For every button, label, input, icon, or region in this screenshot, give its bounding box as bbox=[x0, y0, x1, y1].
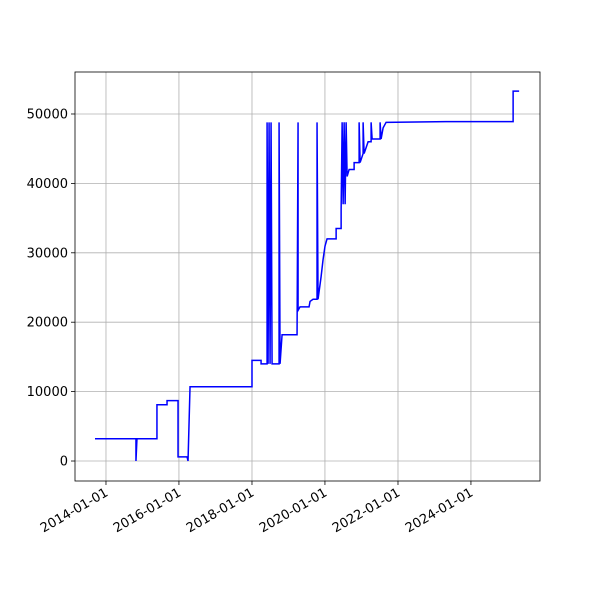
y-tick-label: 20000 bbox=[27, 316, 68, 331]
data-line bbox=[94, 90, 520, 462]
y-tick-label: 0 bbox=[60, 455, 68, 470]
y-tick-label: 10000 bbox=[27, 385, 68, 400]
y-tick-label: 30000 bbox=[27, 246, 68, 261]
plot-frame bbox=[74, 71, 541, 482]
y-tick-label: 50000 bbox=[27, 107, 68, 122]
y-tick-label: 40000 bbox=[27, 177, 68, 192]
